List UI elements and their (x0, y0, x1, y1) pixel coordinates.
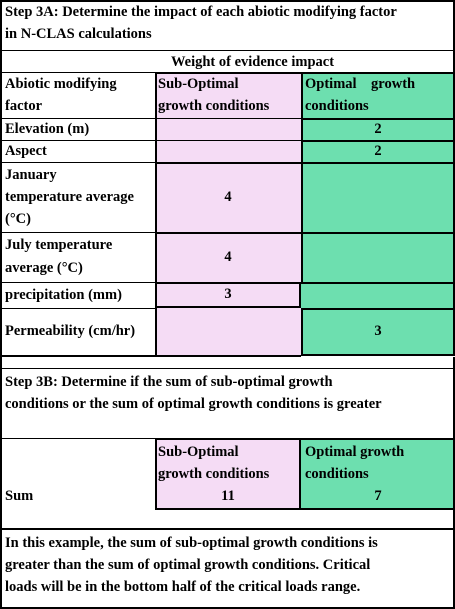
conclusion-box (0, 528, 455, 609)
sub-optimal-header-line2: growth conditions (158, 98, 270, 114)
row-aspect-label: Aspect (5, 143, 47, 159)
step3a-left-border (0, 0, 2, 357)
sum-sub-optimal-value: 11 (221, 488, 235, 504)
factor-header-line1: Abiotic modifying (5, 76, 117, 92)
row-july-sub-cell (155, 232, 301, 282)
row-aspect-opt-value: 2 (374, 143, 382, 159)
row-july-opt-cell (301, 232, 455, 282)
row-permeability-opt-cell (301, 308, 455, 356)
row-january-label-line2: temperature average (5, 189, 134, 205)
factor-header-line2: factor (5, 98, 43, 114)
row-precipitation-label: precipitation (mm) (5, 287, 122, 303)
row-july-label-line2: average (°C) (5, 260, 83, 276)
row-july-sub-value: 4 (224, 249, 232, 265)
step3b-title-line1: Step 3B: Determine if the sum of sub-opt… (5, 374, 333, 390)
step3b-header-line (0, 438, 155, 439)
step3b-top-line (0, 368, 455, 369)
row-january-sub-value: 4 (224, 189, 232, 205)
step3a-title-line1: Step 3A: Determine the impact of each ab… (5, 4, 397, 20)
sum-opt-header-line1: Optimal growth (305, 444, 405, 460)
sum-label: Sum (5, 488, 34, 504)
conclusion-line1: In this example, the sum of sub-optimal … (5, 535, 378, 551)
optimal-header-cell (301, 72, 455, 118)
row-july-label-line1: July temperature (5, 237, 113, 253)
row-aspect-opt-cell (301, 140, 455, 162)
row-precipitation-sub-cell (155, 282, 301, 308)
conclusion-line2: greater than the sum of optimal growth c… (5, 557, 371, 573)
optimal-header-line1: Optimal growth (305, 76, 416, 92)
sum-sub-header-line2: growth conditions (158, 466, 270, 482)
row-january-sub-cell (155, 162, 301, 232)
sum-sub-header-line1: Sub-Optimal (158, 444, 239, 460)
sum-optimal-value: 7 (374, 488, 382, 504)
row-january-label-line3: (°C) (5, 211, 31, 227)
weight-of-evidence-header: Weight of evidence impact (170, 54, 335, 70)
sub-optimal-header-line1: Sub-Optimal (158, 76, 239, 92)
optimal-header-line2: conditions (305, 98, 369, 114)
row-january-label-line1: January (5, 167, 57, 183)
step3a-title-line2: in N-CLAS calculations (5, 26, 152, 42)
step3a-bottom-border (0, 355, 301, 357)
row-permeability-label: Permeability (cm/hr) (5, 323, 136, 339)
row-permeability-sub-cell (155, 308, 301, 356)
step3b-title-line2: conditions or the sum of optimal growth … (5, 396, 382, 412)
row-elevation-opt-cell (301, 118, 455, 140)
row-permeability-opt-value: 3 (374, 323, 382, 339)
row-elevation-sub-cell (155, 118, 301, 140)
row-aspect-sub-cell (155, 140, 301, 162)
row-january-opt-cell (301, 162, 455, 232)
sum-optimal-cell (301, 438, 455, 510)
sub-optimal-header-cell (155, 72, 301, 118)
conclusion-line3: loads will be in the bottom half of the … (5, 579, 361, 595)
sum-sub-optimal-cell (155, 438, 301, 510)
row-precipitation-opt-cell (301, 282, 455, 308)
sum-opt-header-line2: conditions (305, 466, 369, 482)
row-elevation-label: Elevation (m) (5, 121, 90, 137)
row-elevation-opt-value: 2 (374, 121, 382, 137)
row-precipitation-sub-value: 3 (224, 286, 232, 302)
